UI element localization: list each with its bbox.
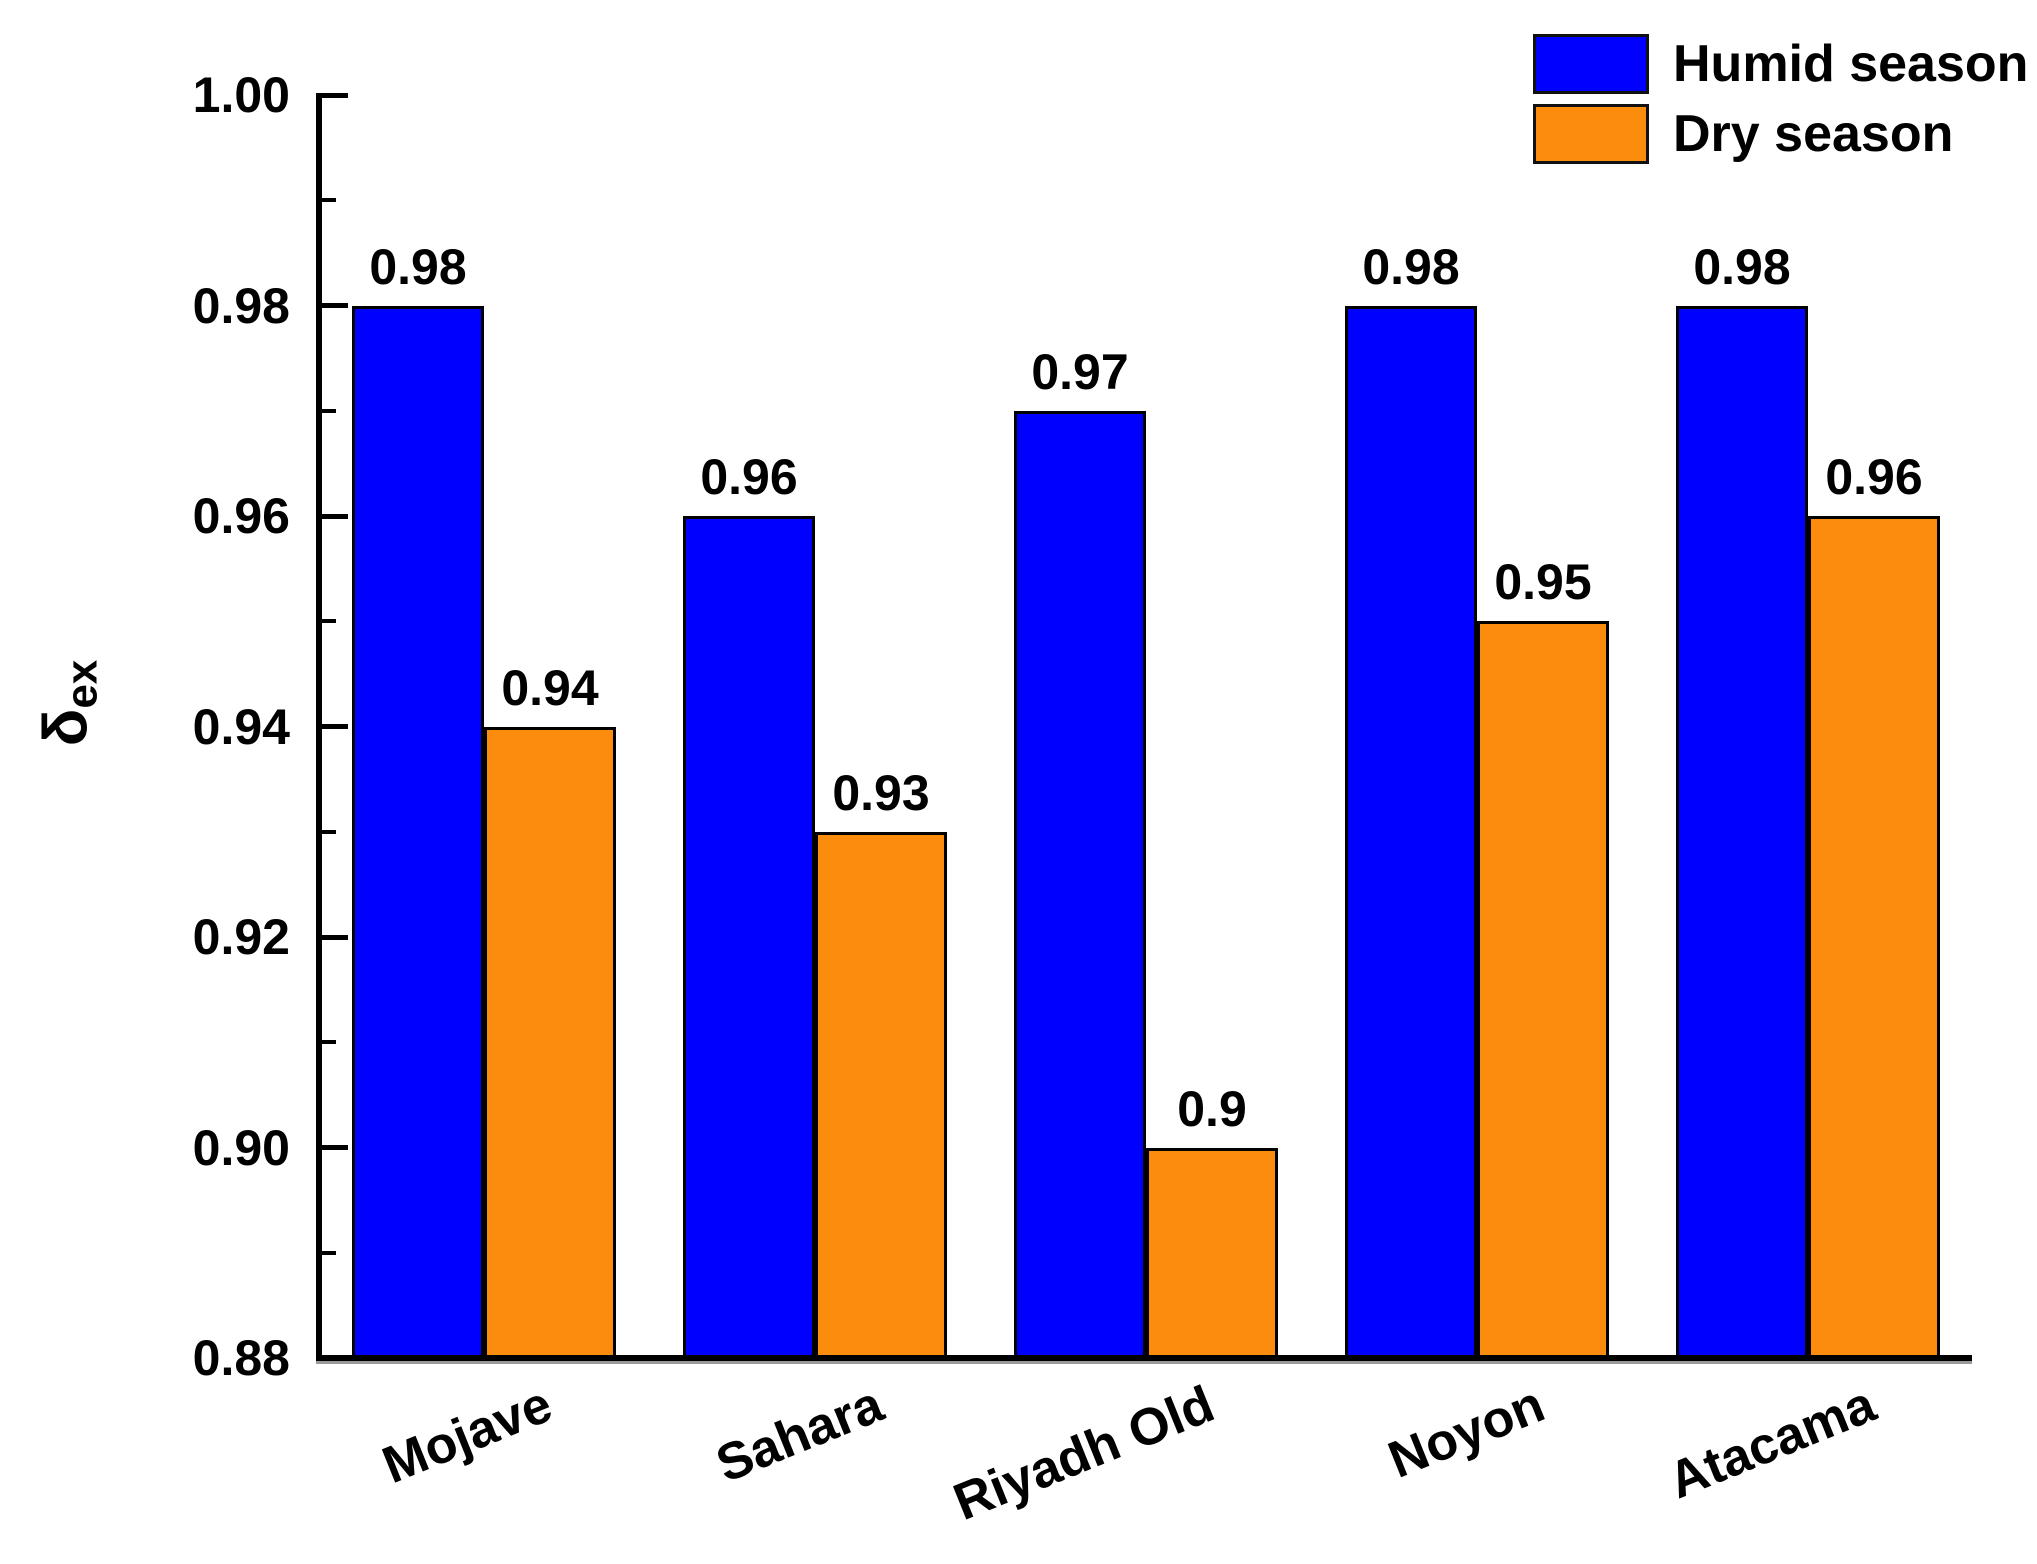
y-axis-title: δex [32, 659, 107, 747]
dry-season-bar-2 [1146, 1147, 1278, 1358]
y-minor-tick [322, 198, 336, 203]
y-axis-line [316, 93, 322, 1359]
bar-value-label: 0.95 [1494, 554, 1592, 611]
y-major-tick [322, 934, 348, 940]
bar-value-label: 0.9 [1177, 1080, 1247, 1137]
y-major-tick [322, 1145, 348, 1150]
y-tick-label: 0.98 [192, 277, 290, 334]
bar-value-label: 0.96 [700, 449, 798, 505]
x-category-label-riyadh-old: Riyadh Old [945, 1375, 1222, 1532]
y-axis-title-subscript: ex [57, 659, 107, 709]
y-major-tick [322, 513, 348, 519]
legend: Humid season Dry season [1533, 34, 2028, 164]
legend-swatch-icon [1533, 34, 1649, 94]
y-minor-tick [322, 1250, 336, 1255]
y-minor-tick [322, 1040, 336, 1045]
y-axis-title-main: δ [31, 708, 101, 747]
y-minor-tick [322, 619, 336, 624]
legend-label: Humid season [1673, 35, 2029, 93]
x-axis-line [316, 1355, 1972, 1361]
bar-value-label: 0.98 [1693, 238, 1791, 295]
humid-season-bar-0 [352, 305, 484, 1358]
legend-label: Dry season [1673, 105, 1954, 163]
y-tick-label: 0.94 [192, 698, 290, 755]
bar-value-label: 0.98 [1362, 238, 1460, 295]
bar-value-label: 0.94 [501, 659, 599, 716]
x-axis-shadow [316, 1361, 1972, 1364]
x-category-label-mojave: Mojave [374, 1375, 560, 1496]
humid-season-bar-1 [683, 516, 815, 1358]
y-minor-tick [322, 829, 336, 834]
bar-value-label: 0.98 [369, 238, 467, 295]
y-tick-label: 0.88 [192, 1330, 290, 1386]
y-major-tick [322, 92, 348, 98]
humid-season-bar-2 [1014, 410, 1146, 1358]
y-major-tick [322, 1355, 348, 1361]
y-minor-tick [322, 408, 336, 413]
legend-item: Humid season [1533, 34, 2028, 94]
bar-value-label: 0.97 [1031, 343, 1129, 400]
dry-season-bar-4 [1808, 516, 1940, 1358]
y-major-tick [322, 303, 348, 308]
bar-value-label: 0.96 [1825, 449, 1923, 505]
bar-value-label: 0.93 [832, 764, 930, 821]
legend-item: Dry season [1533, 104, 2028, 164]
y-major-tick [322, 724, 348, 729]
legend-swatch-icon [1533, 104, 1649, 164]
humid-season-bar-3 [1345, 305, 1477, 1358]
dry-season-bar-1 [815, 831, 947, 1358]
y-tick-label: 1.00 [192, 67, 290, 123]
x-category-label-noyon: Noyon [1380, 1375, 1553, 1490]
x-category-label-sahara: Sahara [708, 1375, 891, 1494]
dry-season-bar-3 [1477, 621, 1609, 1358]
humid-season-bar-4 [1676, 305, 1808, 1358]
y-tick-label: 0.96 [192, 488, 290, 544]
y-tick-label: 0.92 [192, 909, 290, 965]
dry-season-bar-0 [484, 726, 616, 1358]
y-tick-label: 0.90 [192, 1119, 290, 1176]
x-category-label-atacama: Atacama [1660, 1375, 1884, 1511]
